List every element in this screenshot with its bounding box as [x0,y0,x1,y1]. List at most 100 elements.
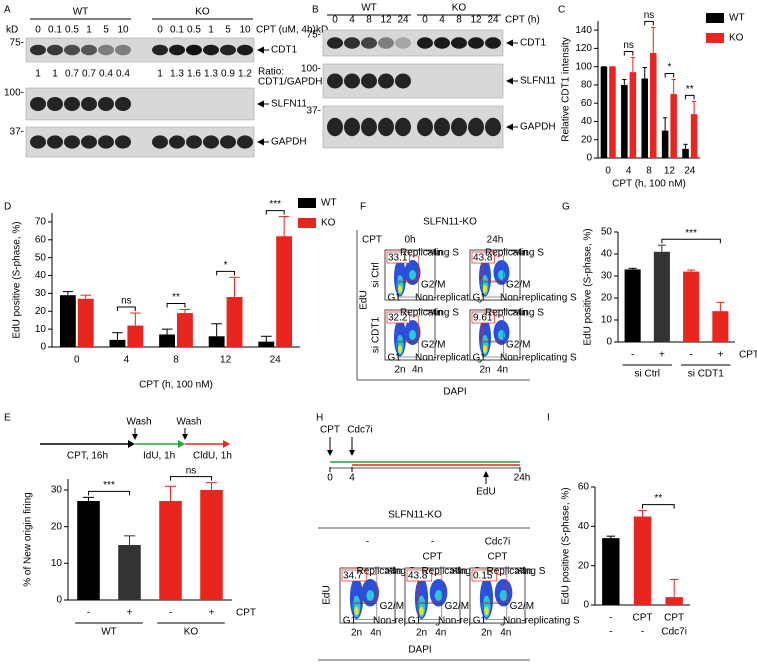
blot-band [395,73,411,89]
protein-label: SLFN11 [520,76,556,87]
y-tick-label: 20 [581,134,593,145]
gate-label: Replicating S [485,248,544,259]
bar [670,94,677,158]
gate-label: >4n [515,566,532,577]
x-tick-label: 4n [435,628,446,639]
bar [650,52,657,158]
gate-label: >4n [511,308,528,319]
lane-label: 12 [470,15,482,26]
bar [200,490,223,600]
y-tick-label: 0 [583,600,589,611]
x-axis-label: CPT (h, 100 nM) [139,380,213,391]
bar [159,501,182,600]
legend-swatch [706,13,724,23]
blot-band [237,135,253,149]
significance-bracket [166,302,186,308]
x-tick-label: 2n [481,628,492,639]
value-box [386,311,410,324]
lane-label: 4 [349,15,355,26]
x-tick-label: - [609,613,612,624]
blot-band [361,117,377,137]
blot-band [115,135,131,149]
flow-title: SLFN11-KO [423,217,477,228]
y-tick-label: 40 [601,249,613,260]
lane-label: 0 [157,25,163,36]
bar [109,339,126,347]
lane-label: 8 [456,15,462,26]
blot-band [98,135,114,149]
bar [621,84,628,158]
y-tick-label: 0 [606,337,612,348]
flow-density [409,270,416,280]
blot-band [344,117,360,137]
y-tick-label: 0 [586,153,592,164]
y-tick-label: 10 [51,558,63,569]
arrow-head [223,440,230,448]
blot-band [203,135,219,149]
lane-label: 5 [103,25,109,36]
y-axis-label: EdU positive (S-phase, %) [12,221,23,338]
flow-density [498,270,505,280]
blot-band [64,96,80,112]
lane-label: 0 [422,15,428,26]
gate-label: G2/M [506,340,530,351]
timeline-label: CldU, 1h [193,451,232,462]
bar [118,545,141,600]
bar [712,311,729,342]
timeline-tick-label: 4 [349,473,355,484]
arrow-head [178,440,185,448]
x-tick-label: 0 [74,355,80,366]
flow-value: 43.8 [473,253,493,264]
row-label: si CDT1 [371,317,382,354]
bar [77,298,94,347]
bar [661,130,669,158]
gate-label: >4n [426,308,443,319]
y-tick-label: 0 [56,595,62,606]
y-tick-label: 20 [578,560,590,571]
gate-label: G2/M [421,340,445,351]
ratio-value: 0.7 [65,69,79,80]
legend-swatch [706,33,724,43]
x-tick-label: 4n [412,365,423,376]
ratio-value: 1 [52,69,58,80]
legend-swatch [298,198,316,208]
x-title: CPT [236,608,256,619]
gate-label: G2/M [380,601,404,612]
value-box [406,569,433,582]
blot-band [98,96,114,112]
x-axis-label: CPT (h, 100 nM) [612,179,686,190]
ratio-value: 1 [157,69,163,80]
flow-density [409,330,416,340]
flow-density [354,606,359,616]
flow-value: 32.2 [388,313,408,324]
lane-label: 24 [487,15,499,26]
x-tick-label: 2n [479,365,490,376]
gate-label: Replicating S [357,566,416,577]
protein-label: CDT1 [520,38,547,49]
bar [59,295,76,347]
lane-label: 10 [239,25,251,36]
timeline-tick-label: 0 [327,473,333,484]
flow-value: 43.8 [408,571,428,582]
legend-label: KO [321,218,336,229]
x-tick-label: 4 [124,355,130,366]
column-label: 24h [487,235,504,246]
lane-label: 24 [397,15,409,26]
lane-label: 12 [380,15,392,26]
flow-value: 34.7 [343,571,363,582]
panel-letter: C [558,5,565,16]
arrow-head [257,100,264,108]
gate-label: G2/M [506,280,530,291]
group-label: WT [361,3,377,14]
lane-label: 4 [439,15,445,26]
y-tick-label: 40 [35,270,47,281]
gate-label: Replicating S [422,566,481,577]
marker-label: 75- [307,30,321,41]
flow-gate [397,341,419,358]
flow-density [366,590,375,601]
blot-band [361,73,377,89]
timeline-tick-label: 24h [514,473,531,484]
panel-letter: F [360,202,366,213]
gate-label: Non-replicating S [415,353,492,364]
